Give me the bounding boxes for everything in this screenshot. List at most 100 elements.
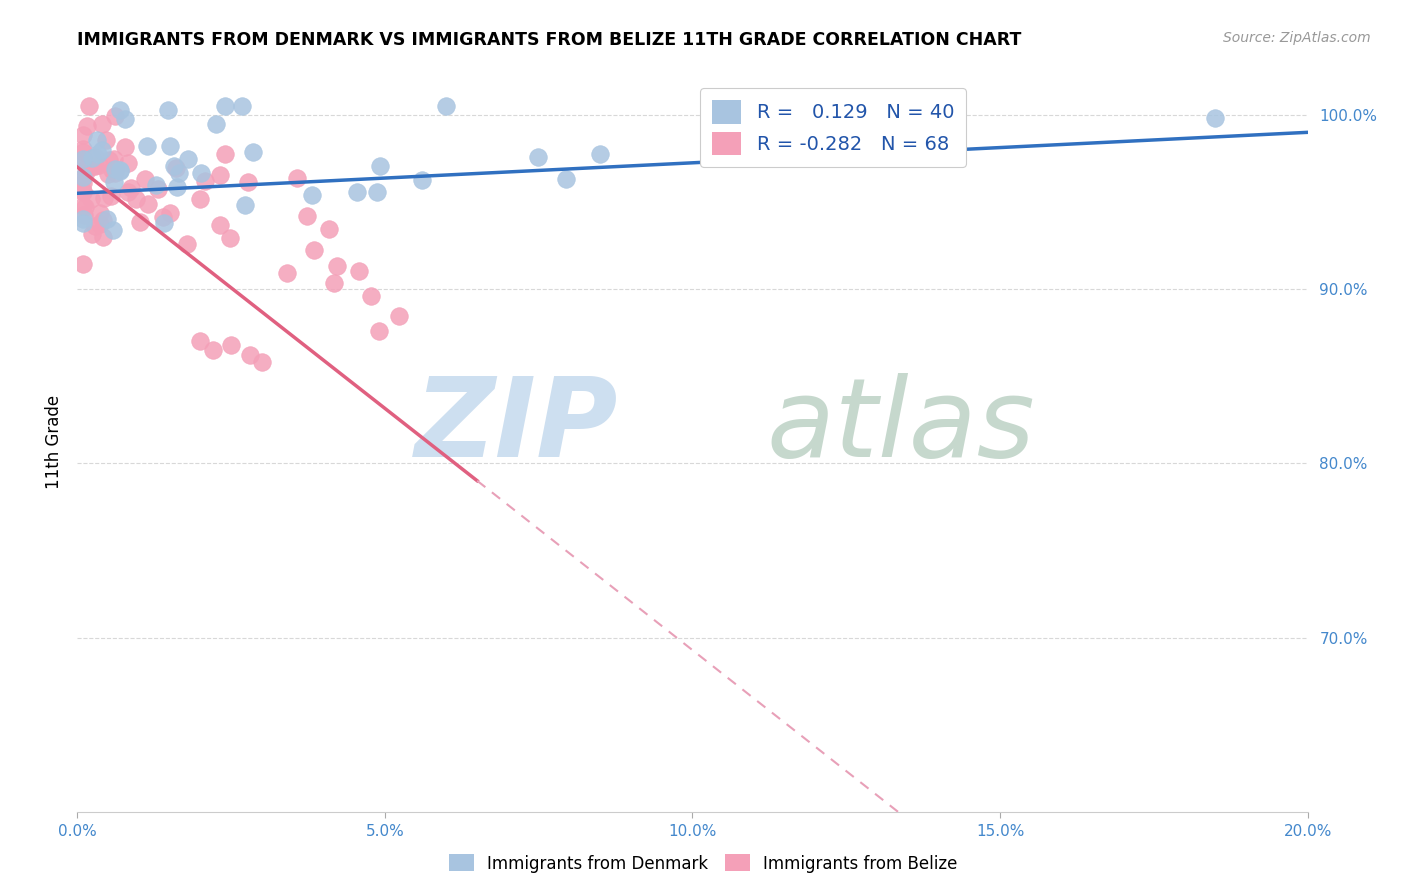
- Point: [103, 175, 125, 189]
- Point: [322, 276, 344, 290]
- Point: [93, 191, 115, 205]
- Point: [194, 174, 217, 188]
- Point: [163, 159, 186, 173]
- Point: [83, 150, 105, 164]
- Point: [120, 181, 142, 195]
- Point: [128, 215, 150, 229]
- Point: [346, 186, 368, 200]
- Point: [145, 178, 167, 192]
- Point: [101, 223, 124, 237]
- Point: [209, 218, 232, 232]
- Point: [80, 192, 103, 206]
- Point: [91, 213, 114, 227]
- Point: [208, 168, 231, 182]
- Text: IMMIGRANTS FROM DENMARK VS IMMIGRANTS FROM BELIZE 11TH GRADE CORRELATION CHART: IMMIGRANTS FROM DENMARK VS IMMIGRANTS FR…: [77, 31, 1022, 49]
- Point: [72, 142, 94, 156]
- Point: [589, 146, 612, 161]
- Point: [166, 179, 188, 194]
- Point: [77, 99, 100, 113]
- Y-axis label: 11th Grade: 11th Grade: [45, 394, 63, 489]
- Point: [204, 117, 226, 131]
- Point: [367, 324, 389, 338]
- Point: [97, 167, 120, 181]
- Point: [388, 309, 411, 323]
- Point: [84, 219, 107, 234]
- Point: [90, 144, 112, 158]
- Point: [236, 175, 259, 189]
- Point: [100, 188, 122, 202]
- Point: [411, 173, 433, 187]
- Point: [219, 231, 242, 245]
- Point: [360, 289, 382, 303]
- Point: [214, 99, 236, 113]
- Point: [152, 216, 174, 230]
- Point: [86, 133, 108, 147]
- Legend: Immigrants from Denmark, Immigrants from Belize: Immigrants from Denmark, Immigrants from…: [441, 847, 965, 880]
- Point: [72, 170, 94, 185]
- Point: [136, 139, 159, 153]
- Point: [134, 172, 156, 186]
- Point: [233, 198, 256, 212]
- Point: [82, 227, 104, 241]
- Point: [188, 334, 212, 349]
- Point: [159, 139, 181, 153]
- Point: [301, 188, 323, 202]
- Point: [82, 151, 104, 165]
- Point: [231, 99, 253, 113]
- Point: [148, 182, 170, 196]
- Point: [276, 266, 298, 280]
- Point: [73, 208, 96, 222]
- Point: [368, 159, 391, 173]
- Point: [165, 161, 187, 175]
- Point: [84, 159, 107, 173]
- Point: [201, 343, 224, 357]
- Point: [90, 117, 112, 131]
- Point: [72, 199, 94, 213]
- Point: [87, 147, 110, 161]
- Point: [72, 128, 94, 143]
- Point: [190, 166, 212, 180]
- Point: [318, 221, 340, 235]
- Point: [72, 217, 94, 231]
- Point: [72, 184, 94, 198]
- Point: [72, 176, 94, 190]
- Point: [96, 133, 118, 147]
- Point: [114, 112, 136, 127]
- Point: [176, 237, 198, 252]
- Point: [72, 211, 94, 226]
- Text: Source: ZipAtlas.com: Source: ZipAtlas.com: [1223, 31, 1371, 45]
- Point: [101, 163, 124, 178]
- Point: [125, 192, 148, 206]
- Point: [219, 338, 242, 352]
- Point: [117, 186, 139, 200]
- Point: [76, 120, 98, 134]
- Point: [89, 158, 111, 172]
- Text: ZIP: ZIP: [415, 373, 619, 480]
- Point: [114, 140, 136, 154]
- Point: [108, 164, 131, 178]
- Point: [77, 158, 100, 172]
- Point: [89, 217, 111, 231]
- Point: [1204, 112, 1226, 126]
- Point: [73, 200, 96, 214]
- Point: [152, 210, 174, 224]
- Point: [325, 259, 347, 273]
- Point: [136, 196, 159, 211]
- Point: [91, 230, 114, 244]
- Point: [285, 171, 308, 186]
- Point: [214, 147, 236, 161]
- Point: [82, 159, 104, 173]
- Point: [167, 165, 190, 179]
- Point: [72, 171, 94, 186]
- Point: [239, 348, 262, 362]
- Point: [72, 185, 94, 199]
- Point: [242, 145, 264, 159]
- Point: [177, 153, 200, 167]
- Point: [527, 150, 550, 164]
- Point: [72, 153, 94, 167]
- Point: [104, 109, 127, 123]
- Point: [75, 165, 97, 179]
- Point: [89, 206, 111, 220]
- Point: [555, 172, 578, 186]
- Point: [188, 192, 211, 206]
